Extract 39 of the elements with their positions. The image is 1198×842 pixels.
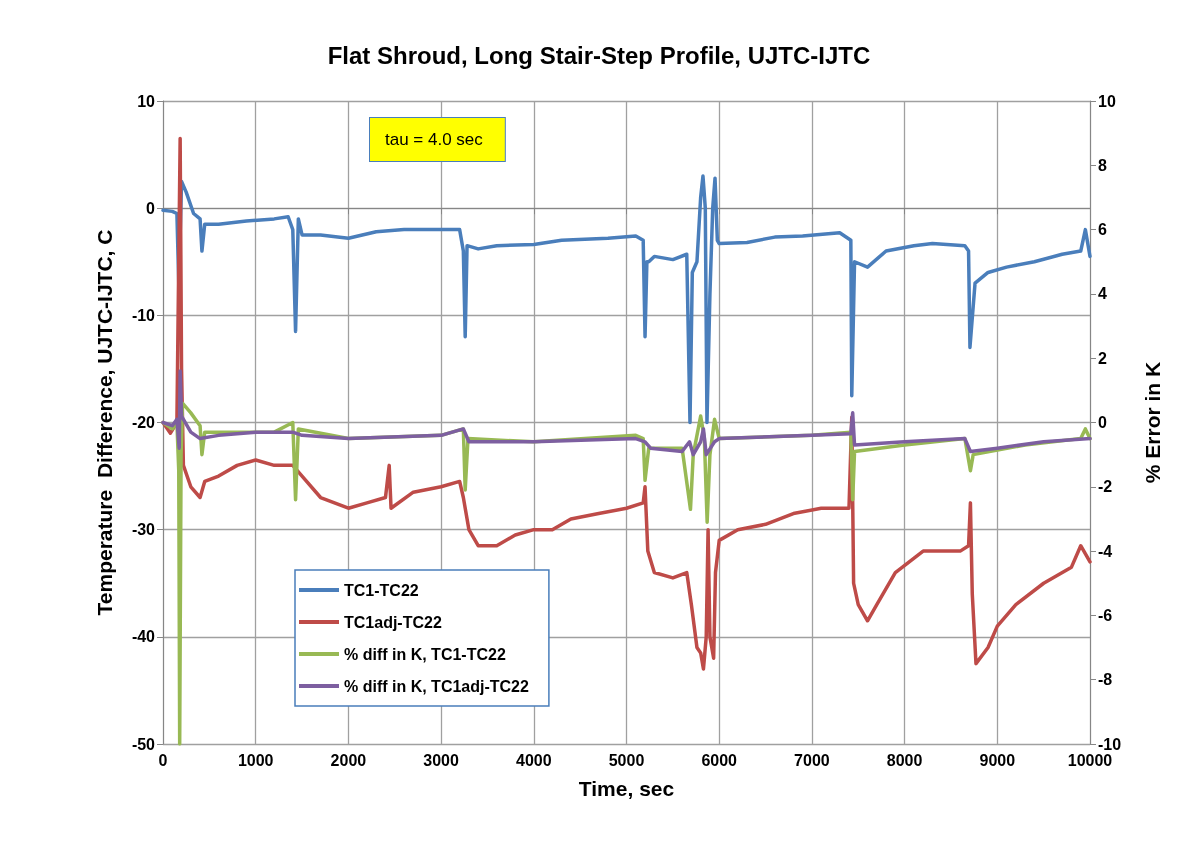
y2-tick-label: -2 xyxy=(1098,478,1113,496)
y2-tick-label: 0 xyxy=(1098,414,1107,431)
x-tick-label: 10000 xyxy=(1067,751,1113,769)
x-tick-label: 9000 xyxy=(979,751,1016,769)
y2-tick-label: 4 xyxy=(1098,285,1107,303)
y-axis-title: Temperature Difference, UJTC-IJTC, C xyxy=(93,229,116,616)
y2-tick-label: 6 xyxy=(1098,221,1107,239)
legend-label: TC1adj-TC22 xyxy=(344,613,442,631)
y2-tick-label: -8 xyxy=(1098,671,1113,689)
x-tick-label: 6000 xyxy=(701,751,738,769)
y-tick-label: -50 xyxy=(131,735,156,753)
chart-title: Flat Shroud, Long Stair-Step Profile, UJTC-IJTC xyxy=(327,41,871,69)
x-tick-label: 0 xyxy=(158,751,168,769)
y-tick-label: -30 xyxy=(131,521,156,539)
x-tick-label: 4000 xyxy=(516,751,552,769)
x-tick-label: 3000 xyxy=(423,751,459,769)
x-axis-title: Time, sec xyxy=(578,777,675,800)
line-series xyxy=(161,369,1092,457)
legend-label: TC1-TC22 xyxy=(344,581,419,599)
y-tick-label: 0 xyxy=(146,199,156,217)
annotation: tau = 4.0 sec xyxy=(385,130,484,149)
x-tick-label: 8000 xyxy=(886,751,923,769)
x-tick-label: 2000 xyxy=(330,751,367,769)
y2-tick-label: -6 xyxy=(1098,606,1113,624)
y-tick-label: -10 xyxy=(131,306,156,324)
x-tick-label: 1000 xyxy=(237,751,274,769)
legend-label: % diff in K, TC1-TC22 xyxy=(344,645,506,663)
y2-axis-title: % Error in K xyxy=(1141,361,1164,484)
y2-tick-label: -4 xyxy=(1098,542,1113,560)
y-tick-label: -40 xyxy=(131,628,156,646)
y2-tick-label: 2 xyxy=(1098,349,1107,367)
y-tick-label: -20 xyxy=(131,414,156,431)
y2-tick-label: -10 xyxy=(1098,735,1122,753)
x-tick-label: 7000 xyxy=(794,751,830,769)
y2-tick-label: 8 xyxy=(1098,156,1107,174)
y-tick-label: 10 xyxy=(137,92,156,110)
legend-label: % diff in K, TC1adj-TC22 xyxy=(344,677,529,695)
y2-tick-label: 10 xyxy=(1098,92,1116,110)
x-tick-label: 5000 xyxy=(608,751,645,769)
